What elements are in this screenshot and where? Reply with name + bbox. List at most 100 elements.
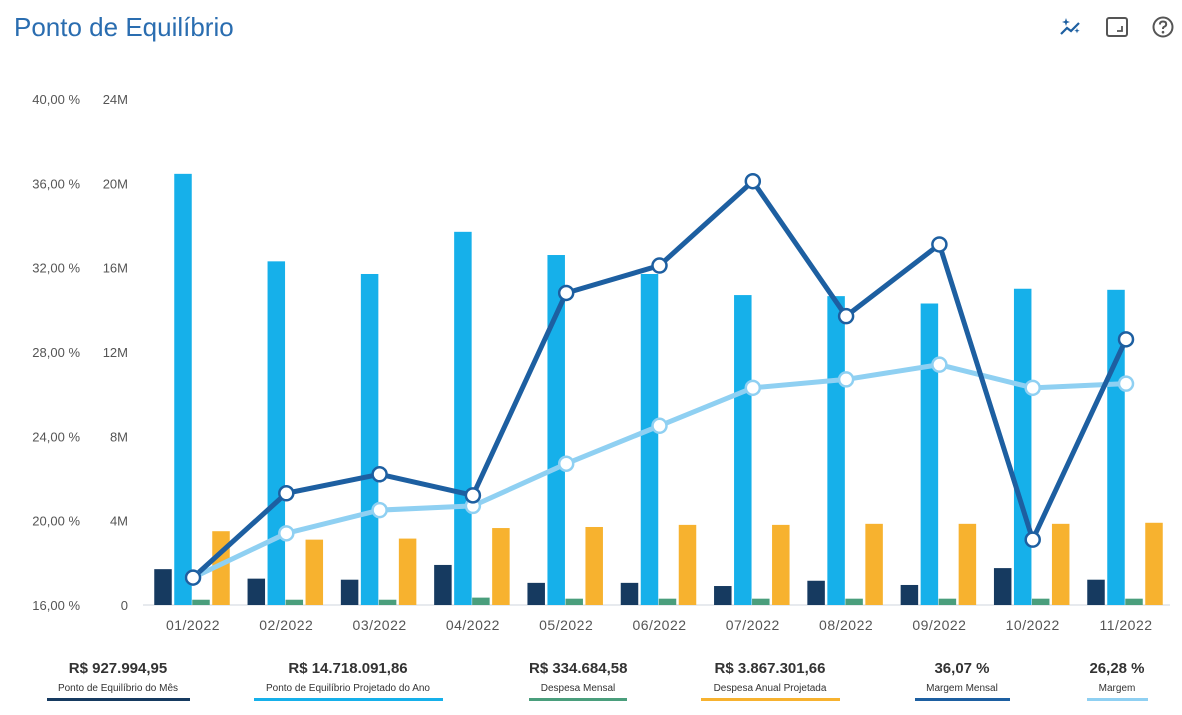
legend-item[interactable]: R$ 3.867.301,66 Despesa Anual Projetada [700, 660, 840, 701]
bar-ponto-mes [527, 582, 545, 605]
legend-value: R$ 3.867.301,66 [714, 660, 826, 677]
bar-ponto-ano [174, 173, 192, 605]
right-axis-tick-label: 12M [103, 345, 128, 360]
right-axis-tick-label: 0 [121, 598, 128, 613]
x-axis-tick-label: 06/2022 [632, 617, 686, 633]
bar-despesa-mensal [938, 598, 957, 605]
bar-ponto-mes [620, 582, 639, 605]
x-axis-tick-label: 10/2022 [1006, 617, 1060, 633]
point-margem [557, 455, 575, 472]
bar-despesa-anual [1051, 523, 1070, 605]
x-axis-tick-label: 05/2022 [539, 617, 593, 633]
bar-despesa-anual [772, 524, 790, 605]
right-axis-tick-label: 24M [103, 92, 128, 107]
legend-color-swatch [529, 698, 627, 701]
point-margem-mensal [744, 172, 762, 190]
legend-value: R$ 334.684,58 [529, 660, 628, 677]
bar-ponto-ano [360, 273, 379, 605]
left-axis-tick-label: 32,00 % [32, 261, 80, 276]
line-margem-mensal [190, 178, 1129, 581]
x-axis-tick-label: 11/2022 [1099, 617, 1152, 633]
point-margem-mensal [557, 284, 575, 302]
expand-icon[interactable] [1104, 14, 1130, 40]
legend-label: Ponto de Equilíbrio Projetado do Ano [265, 683, 430, 694]
legend-value: 26,28 % [1089, 660, 1145, 677]
point-margem-mensal [184, 569, 202, 586]
point-margem-mensal [651, 257, 668, 274]
legend-label: Despesa Anual Projetada [713, 683, 827, 694]
x-axis-tick-label: 03/2022 [353, 617, 407, 633]
bar-ponto-mes [807, 580, 825, 605]
left-axis-tick-label: 16,00 % [32, 598, 80, 613]
point-margem [371, 501, 388, 519]
point-margem [837, 371, 855, 388]
legend-item[interactable]: R$ 334.684,58 Despesa Mensal [529, 660, 627, 701]
bar-despesa-anual [305, 539, 324, 605]
bar-despesa-mensal [845, 598, 863, 605]
x-axis-tick-label: 09/2022 [912, 617, 966, 633]
x-axis-tick-label: 04/2022 [446, 617, 500, 633]
legend-color-swatch [700, 698, 840, 701]
legend-value: 36,07 % [934, 660, 990, 677]
point-margem [931, 356, 948, 373]
x-axis-tick-label: 02/2022 [259, 617, 313, 633]
bar-ponto-ano [547, 255, 565, 605]
legend-color-swatch [1086, 698, 1148, 701]
legend-color-swatch [914, 698, 1010, 701]
bar-despesa-mensal [192, 599, 210, 605]
bar-despesa-mensal [472, 597, 490, 605]
chart-legend: R$ 927.994,95 Ponto de Equilíbrio do Mês R… [0, 660, 1182, 715]
chart-toolbar [1052, 14, 1182, 44]
legend-value: R$ 927.994,95 [68, 660, 168, 677]
left-axis-tick-label: 36,00 % [32, 176, 80, 191]
bar-ponto-ano [640, 273, 659, 605]
right-axis-tick-label: 20M [103, 176, 128, 191]
legend-item[interactable]: R$ 927.994,95 Ponto de Equilíbrio do Mês [46, 660, 190, 701]
left-axis-tick-label: 40,00 % [32, 92, 80, 107]
bar-ponto-mes [714, 586, 732, 605]
bar-despesa-mensal [658, 598, 677, 605]
help-icon[interactable] [1150, 14, 1176, 40]
point-margem-mensal [837, 307, 855, 325]
legend-label: Margem Mensal [926, 683, 998, 694]
bar-despesa-mensal [285, 599, 304, 605]
legend-item[interactable]: R$ 14.718.091,86 Ponto de Equilíbrio Proj… [253, 660, 443, 701]
bar-ponto-mes [434, 564, 452, 605]
bar-ponto-ano [827, 296, 845, 605]
bar-despesa-anual [958, 523, 977, 605]
bar-despesa-anual [865, 523, 883, 605]
x-axis-tick-label: 08/2022 [819, 617, 873, 633]
bar-despesa-anual [1145, 522, 1163, 605]
bar-despesa-mensal [752, 598, 770, 605]
point-margem-mensal [371, 466, 388, 483]
point-margem [651, 417, 668, 435]
bar-despesa-mensal [565, 598, 583, 605]
legend-label: Despesa Mensal [540, 683, 616, 694]
bar-ponto-mes [900, 584, 919, 605]
legend-color-swatch [46, 698, 190, 701]
bar-ponto-mes [340, 579, 359, 605]
bar-ponto-ano [920, 303, 939, 605]
bar-ponto-mes [1087, 579, 1105, 605]
point-margem [1024, 379, 1041, 397]
point-margem [744, 379, 762, 397]
point-margem-mensal [1024, 531, 1041, 548]
bar-ponto-ano [454, 231, 472, 605]
bar-despesa-anual [398, 538, 417, 605]
bar-despesa-mensal [378, 599, 397, 605]
legend-item[interactable]: 36,07 % Margem Mensal [914, 660, 1010, 701]
point-margem-mensal [278, 485, 295, 502]
bar-ponto-mes [247, 578, 266, 605]
point-margem-mensal [1117, 331, 1135, 348]
right-axis-tick-label: 4M [110, 514, 128, 529]
point-margem-mensal [931, 236, 948, 253]
sparkle-chart-icon[interactable] [1058, 14, 1084, 40]
legend-value: R$ 14.718.091,86 [288, 660, 408, 677]
left-axis-tick-label: 28,00 % [32, 345, 80, 360]
page-title: Ponto de Equilíbrio [14, 12, 234, 42]
bar-ponto-ano [1013, 288, 1032, 605]
legend-item[interactable]: 26,28 % Margem [1086, 660, 1148, 701]
legend-label: Margem [1098, 683, 1136, 694]
right-axis-tick-label: 8M [110, 429, 128, 444]
chart: 16,00 % 20,00 % 24,00 % 28,00 % 32,00 % 36,00… [32, 92, 1170, 633]
